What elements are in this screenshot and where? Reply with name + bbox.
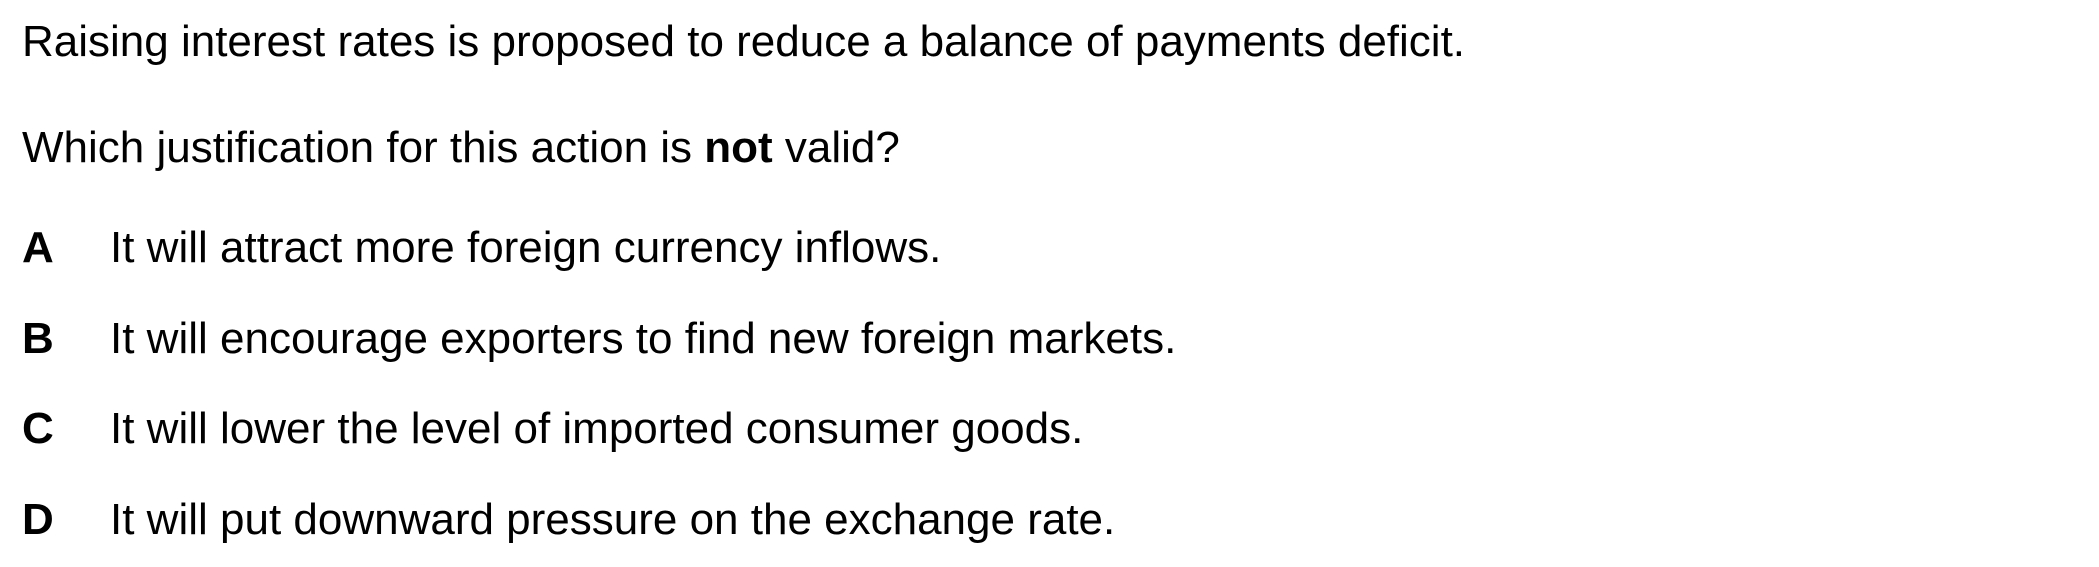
option-letter: D xyxy=(22,495,54,544)
question-emphasis: not xyxy=(704,123,773,172)
option-text: It will lower the level of imported cons… xyxy=(110,404,1084,453)
question-stem: Raising interest rates is proposed to re… xyxy=(22,17,1466,66)
question-prompt: Which justification for this action is n… xyxy=(22,122,900,174)
question-prompt-end: valid? xyxy=(772,123,900,172)
question-prompt-start: Which justification for this action is xyxy=(22,123,705,172)
option-letter: A xyxy=(22,223,54,272)
option-text: It will encourage exporters to find new … xyxy=(110,314,1177,363)
option-text: It will put downward pressure on the exc… xyxy=(110,495,1116,544)
option-letter: C xyxy=(22,404,54,453)
option-text: It will attract more foreign currency in… xyxy=(110,223,942,272)
option-letter: B xyxy=(22,314,54,363)
